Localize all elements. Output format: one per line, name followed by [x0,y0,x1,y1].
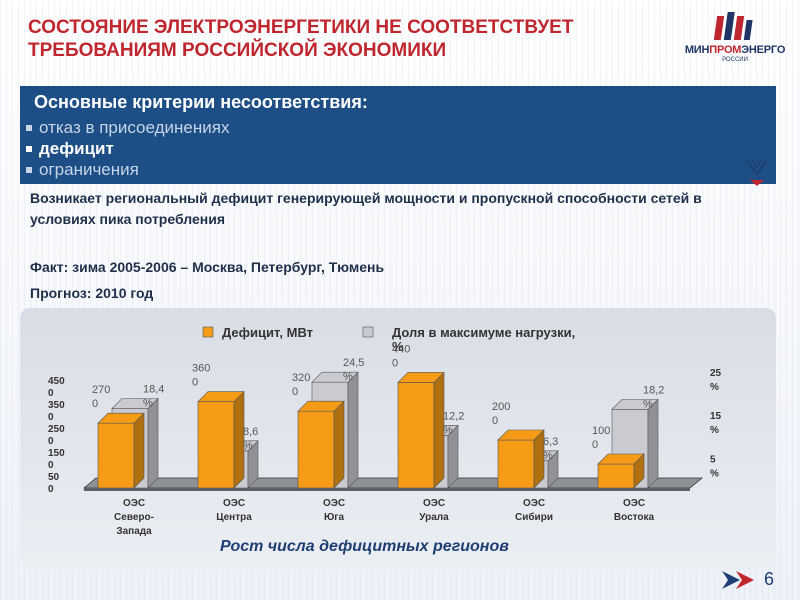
label-deficit-2: 320 0 [292,372,310,398]
bar-deficit-0 [97,412,145,489]
left-axis-tick-3: 150 0 [48,448,65,471]
label-deficit-3: 440 0 [392,343,410,369]
label-deficit-1: 360 0 [192,363,210,389]
left-axis-tick-4: 50 0 [48,472,60,495]
logo: МИНПРОМЭНЕРГО РОССИИ [680,10,790,70]
label-share-0: 18,4% [143,384,164,410]
bar-deficit-1 [197,390,245,489]
logo-emblem-icon [713,12,753,40]
next-slide-icon[interactable] [720,568,760,592]
criteria-heading: Основные критерии несоответствия: [34,92,368,112]
bullet-icon [26,166,32,173]
description-text: Возникает региональный дефицит генерирую… [30,190,702,227]
label-deficit-0: 270 0 [92,384,110,410]
category-label-4: ОЭС Сибири [515,498,553,523]
legend-swatch-share [362,326,374,338]
legend-label-deficit: Дефицит, МВт [222,325,313,340]
legend-swatch-deficit [202,326,214,338]
chart-floor-edge [84,488,690,491]
bar-deficit-3 [397,371,445,489]
legend-label-share: Доля в максимуме нагрузки,% [392,325,575,354]
page-number: 6 [764,569,775,589]
bar-deficit-2 [297,400,345,489]
criteria-item-limits: ограничения [24,160,139,180]
logo-subtitle: РОССИИ [722,57,748,63]
label-share-3: 12,2% [443,410,464,436]
category-label-1: ОЭС Центра [216,498,252,523]
label-share-4: 6,3% [543,436,558,462]
right-axis-tick-0: 25% [710,368,722,393]
label-deficit-5: 100 0 [592,425,610,451]
logo-text: МИНПРОМЭНЕРГО [684,44,786,56]
category-label-2: ОЭС Юга [323,498,345,523]
bar-deficit-5 [597,453,645,489]
chevron-down-icon [746,159,768,186]
right-axis-tick-2: 5% [710,454,719,479]
criteria-item-deficit: дефицит [24,139,114,159]
label-share-2: 24,5% [343,357,364,383]
criteria-item-refusals: отказ в присоединениях [24,118,229,138]
right-axis-tick-1: 15% [710,411,722,436]
left-axis-tick-1: 350 0 [48,400,65,423]
category-label-0: ОЭС Северо-Запада [114,498,154,537]
bullet-icon [26,145,32,152]
left-axis-tick-0: 450 0 [48,376,65,399]
bullet-icon [26,124,32,131]
label-deficit-4: 200 0 [492,401,510,427]
criteria-panel: Основные критерии несоответствия: отказ … [20,86,776,184]
forecast-text: Прогноз: 2010 год [30,285,154,301]
bar-deficit-4 [497,429,545,489]
label-share-1: 8,6% [243,426,258,452]
chart-caption: Рост числа дефицитных регионов [220,538,509,555]
label-share-5: 18,2% [643,384,664,410]
category-label-5: ОЭС Востока [614,498,655,523]
fact-text: Факт: зима 2005-2006 – Москва, Петербург… [30,259,385,275]
category-label-3: ОЭС Урала [419,498,449,523]
left-axis-tick-2: 250 0 [48,424,65,447]
page-title: Состояние электроэнергетики не соответст… [28,17,574,61]
